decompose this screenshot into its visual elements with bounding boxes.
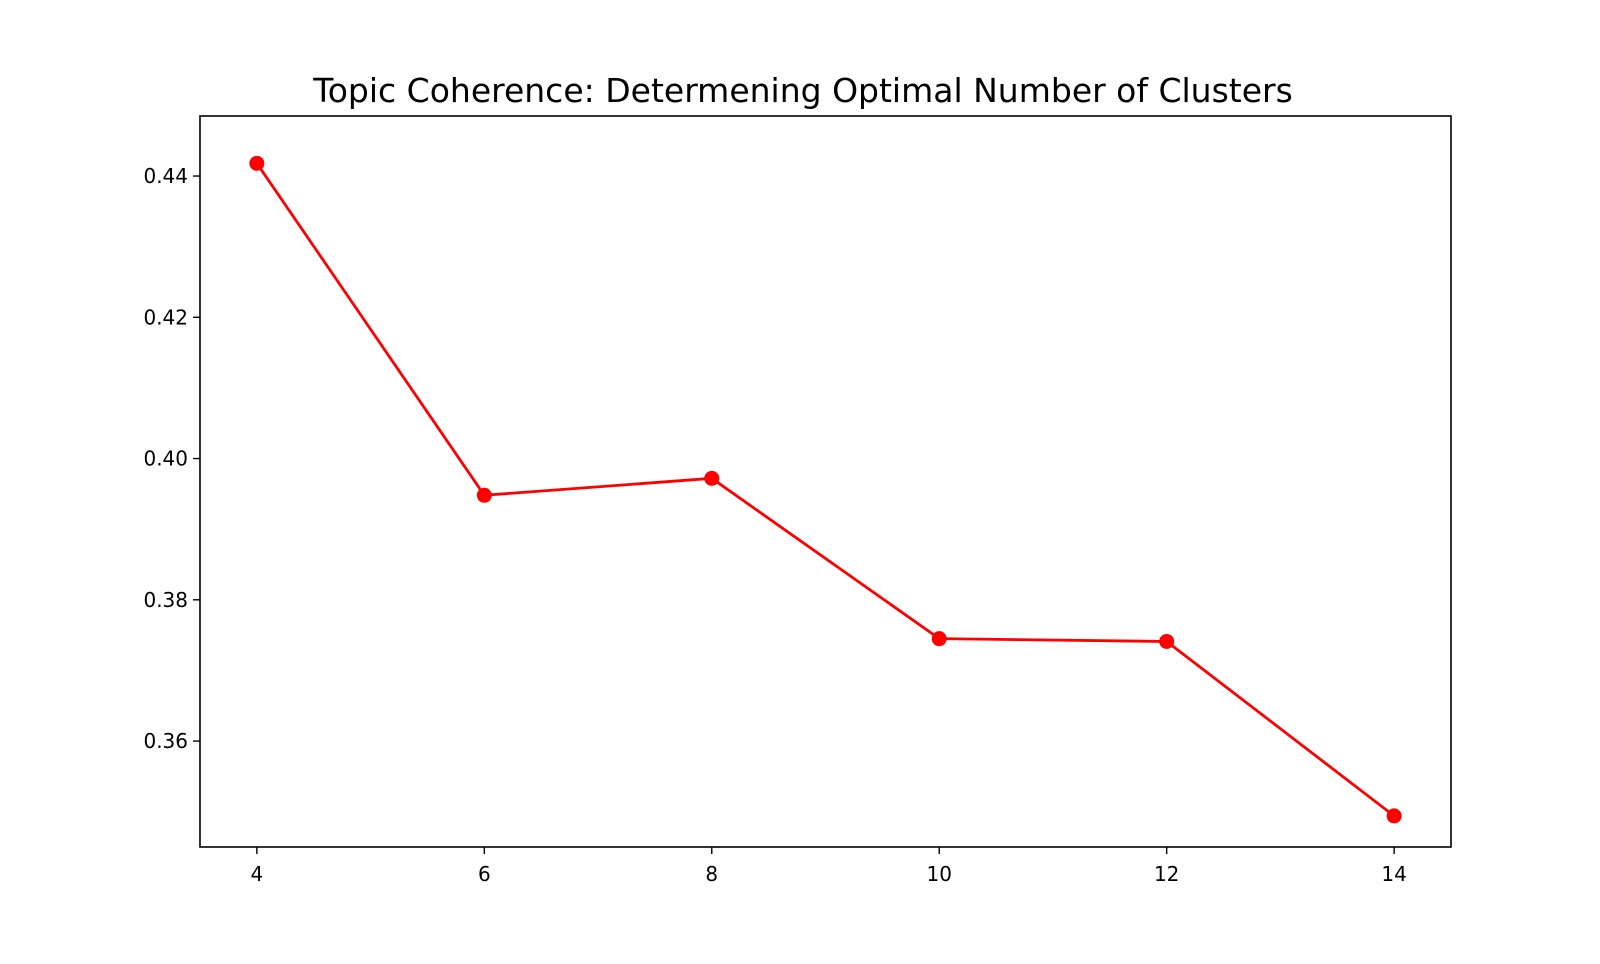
y-tick-label: 0.36 [143,729,188,753]
y-axis: 0.36 0.38 0.40 0.42 0.44 [143,164,200,753]
data-point [1159,633,1175,649]
x-tick-label: 10 [927,862,952,886]
plot-frame [199,115,1452,848]
y-tick-label: 0.38 [143,588,188,612]
y-tick-label: 0.44 [143,164,188,188]
x-axis: 4 6 8 10 12 14 [250,847,1407,886]
data-point [931,631,947,647]
data-point [704,470,720,486]
y-tick-label: 0.40 [143,447,188,471]
data-point [476,487,492,503]
y-tick-label: 0.42 [143,305,188,329]
x-tick-label: 8 [705,862,718,886]
x-tick-label: 4 [250,862,263,886]
data-point [249,155,265,171]
x-tick-label: 6 [478,862,491,886]
series-layer [249,155,1402,824]
chart-title: Topic Coherence: Determening Optimal Num… [312,71,1293,110]
x-tick-label: 12 [1154,862,1179,886]
x-tick-label: 14 [1381,862,1406,886]
series-line [255,162,1395,818]
data-point [1386,808,1402,824]
